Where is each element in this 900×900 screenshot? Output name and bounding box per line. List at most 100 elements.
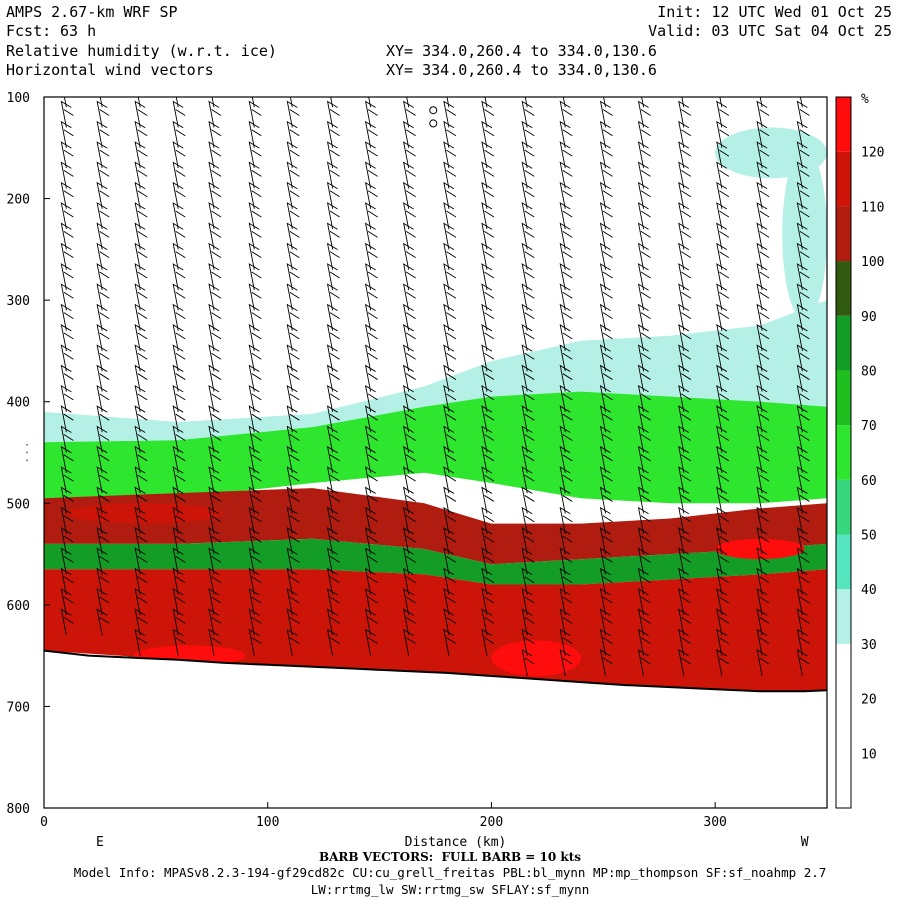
wind-barb [756,344,770,372]
wind-barb [637,324,651,352]
wind-barb [248,303,262,331]
wind-barb [716,181,730,209]
wind-barb [678,324,692,352]
wind-barb [481,100,495,128]
x-tick-label: 300 [703,815,726,830]
wind-barb [481,222,495,250]
wind-barb [403,161,416,189]
wind-barb [208,628,222,656]
wind-barb [286,161,300,189]
wind-barb [637,628,651,656]
wind-barb [134,324,148,352]
wind-barb [96,181,110,209]
wind-barb [248,344,262,372]
wind-barb [599,527,613,555]
wind-barb [599,303,613,331]
colorbar-level-label: 120 [861,146,884,161]
wind-barb [208,120,222,148]
wind-barb [521,506,535,534]
wind-barb [286,405,300,433]
wind-barb [134,344,148,372]
wind-barb [406,97,410,108]
wind-barb [559,222,573,250]
wind-barb [716,506,730,534]
wind-barb [719,97,723,108]
wind-barb [716,202,730,230]
wind-barb [326,405,340,433]
wind-barb [559,506,573,534]
wind-barb [208,344,222,372]
wind-barb [326,242,340,270]
wind-barb [134,161,148,189]
wind-barb [96,161,110,189]
wind-barb [756,283,770,311]
wind-barb [559,384,573,412]
rh-layer-3 [44,538,827,585]
wind-barb [286,141,300,169]
wind-barb [364,405,378,433]
wind-barb [599,506,613,534]
wind-barb [796,202,810,230]
wind-barb [716,141,730,169]
colorbar-swatch [836,479,851,535]
wind-barb [796,120,810,148]
y-tick-label: 300 [7,294,30,309]
wind-barb [443,242,457,270]
wind-barb [96,445,110,473]
wind-barb [637,303,651,331]
wind-barb [559,242,573,270]
wind-barb [326,567,340,595]
wind-barb [286,445,300,473]
wind-barb [446,97,450,108]
wind-barb [248,364,262,392]
wind-barb [678,588,692,616]
wind-barb [559,181,573,209]
wind-barb [521,283,535,311]
wind-barb [96,588,110,616]
wind-barb [599,486,613,514]
wind-barb [716,222,730,250]
wind-barb [756,649,770,677]
wind-barb [286,527,300,555]
wind-barb [364,242,378,270]
colorbar-swatch [836,261,851,316]
model-info-physics: LW:rrtmg_lw SW:rrtmg_sw SFLAY:sf_mynn [310,882,590,897]
wind-barb [208,608,222,636]
wind-barb [637,649,651,677]
wind-barb [96,527,110,555]
wind-barb [364,425,378,453]
wind-barb [208,324,222,352]
wind-barb [521,628,535,656]
wind-barb [60,120,74,148]
wind-barb [208,303,222,331]
wind-barb [521,649,535,677]
wind-barb [678,628,692,656]
wind-barb [521,242,535,270]
wind-barb [172,506,186,534]
wind-barb [60,242,74,270]
calm-wind-marker [429,119,438,128]
wind-barb [172,425,186,453]
colorbar-level-label: 20 [861,693,877,708]
wind-barb [172,588,186,616]
y-tick-label: 100 [7,91,30,106]
wind-barb [481,303,495,331]
wind-barb [96,466,110,494]
wind-barb [208,445,222,473]
wind-barb [637,547,651,575]
wind-barb [559,466,573,494]
wind-barb [248,506,262,534]
wind-barb [60,547,74,575]
wind-barb [756,242,770,270]
wind-barb [678,567,692,595]
wind-barb [172,608,186,636]
wind-barb [208,161,222,189]
wind-barb [443,527,457,555]
wind-barb [521,161,535,189]
wind-barb [716,527,730,555]
wind-barb [641,97,644,108]
wind-barb [756,547,770,575]
wind-barb [756,506,770,534]
wind-barb [326,263,340,291]
